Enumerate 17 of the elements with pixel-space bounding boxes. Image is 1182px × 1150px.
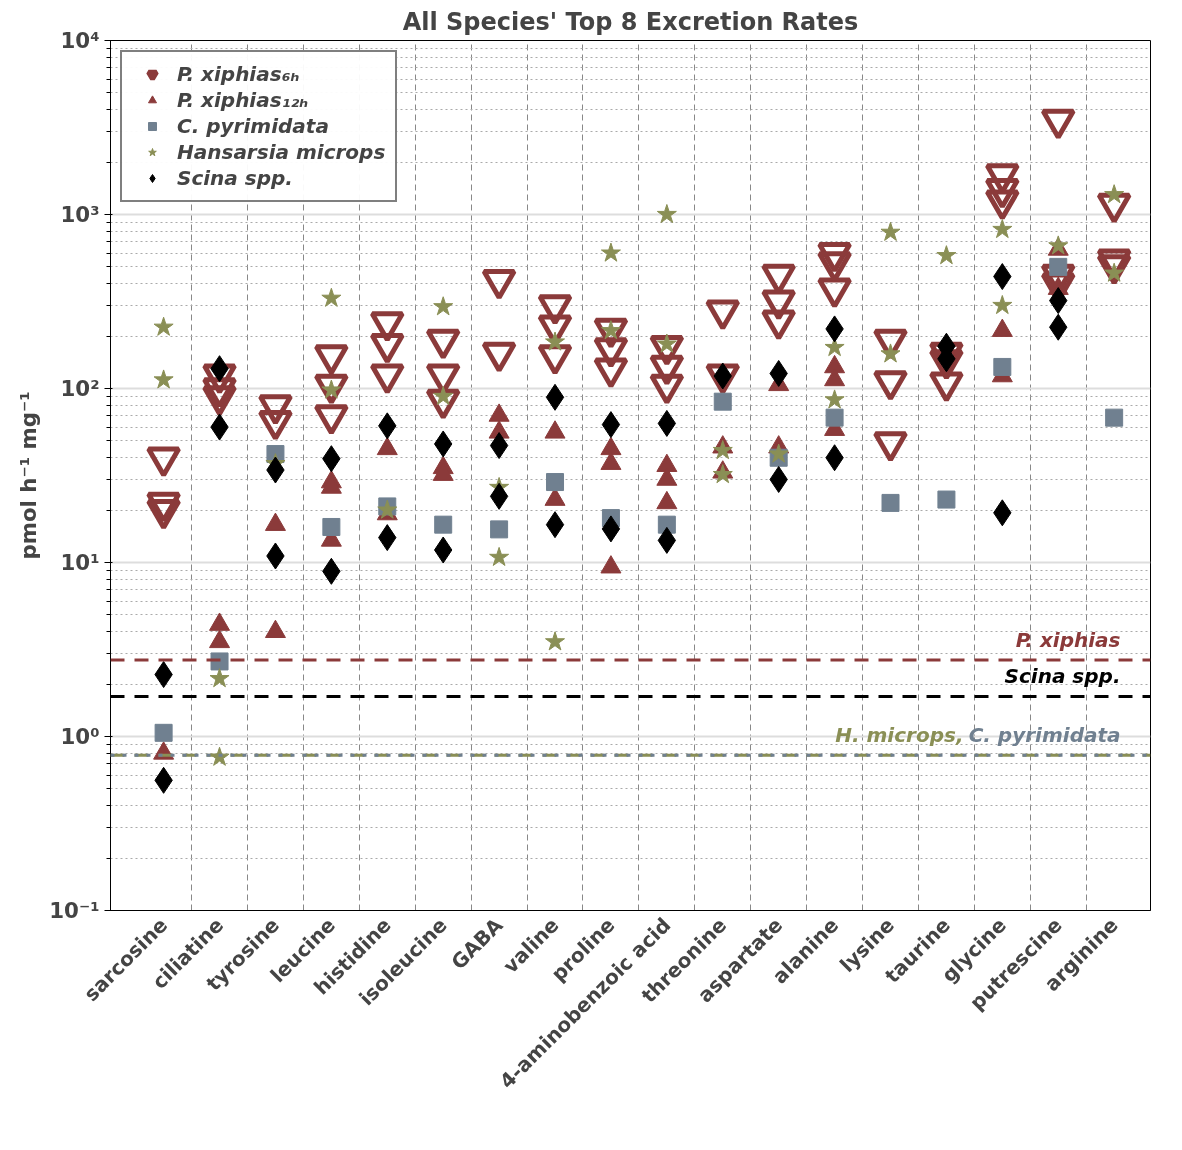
ref-line-label: C. pyrimidata (968, 723, 1121, 748)
ref-line-label: P. xiphias (1015, 628, 1121, 653)
y-axis-title: pmol h⁻¹ mg⁻¹ (16, 391, 42, 560)
y-tick-label: 10² (60, 376, 100, 401)
legend-label: Scina spp. (177, 166, 293, 190)
legend-label: C. pyrimidata (177, 114, 329, 138)
y-tick-label: 10⁴ (60, 28, 100, 53)
legend-label: P. xiphias₆ₕ (177, 62, 300, 86)
chart-title: All Species' Top 8 Excretion Rates (402, 7, 859, 36)
legend-label: P. xiphias₁₂ₕ (177, 88, 309, 112)
ref-line-label: H. microps, (835, 723, 964, 748)
ref-line-label: Scina spp. (1004, 664, 1121, 689)
y-tick-label: 10³ (60, 202, 100, 227)
y-tick-label: 10⁻¹ (49, 898, 100, 923)
y-tick-label: 10⁰ (60, 724, 100, 749)
y-tick-label: 10¹ (60, 550, 100, 575)
legend-label: Hansarsia microps (177, 140, 386, 164)
